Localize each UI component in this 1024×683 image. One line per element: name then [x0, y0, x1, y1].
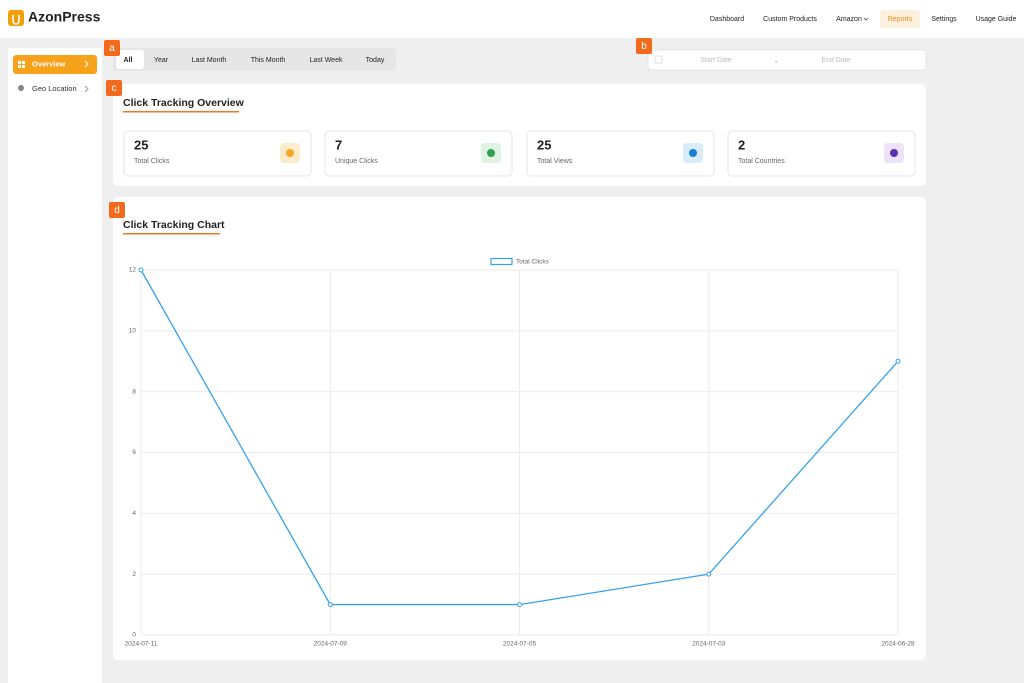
stat-label: Total Countries — [738, 158, 785, 165]
badge-label: a — [109, 43, 115, 54]
stat-card — [727, 130, 916, 177]
badge — [109, 202, 125, 218]
overview-card — [113, 84, 926, 186]
section-title: Click Tracking Overview — [123, 97, 245, 109]
y-tick-label: 4 — [132, 510, 136, 517]
nav-active-bg — [880, 10, 920, 28]
y-tick-label: 12 — [129, 267, 137, 274]
x-tick-label: 2024-07-11 — [125, 641, 158, 648]
y-tick-label: 10 — [129, 328, 137, 335]
icon — [22, 61, 25, 64]
tabs: All Year Last Month This Month Last Week Toda… — [124, 57, 385, 64]
end-date[interactable]: End Date — [821, 57, 850, 64]
calendar-icon — [654, 55, 663, 64]
date-separator: - — [775, 59, 778, 66]
sidebar-active — [13, 55, 97, 74]
x-tick-label: 2024-07-03 — [692, 641, 726, 648]
sidebar — [8, 48, 102, 683]
y-tick-label: 0 — [132, 632, 136, 639]
stat-value: 25 — [537, 137, 551, 152]
chart: 0 2 4 6 8 10 12 2024-07-11 2024-07-09 2024-07-05 2… — [125, 257, 915, 648]
tab-bar — [113, 48, 396, 71]
stat-value: 7 — [335, 137, 342, 152]
nav-link[interactable]: Custom Products — [763, 16, 817, 23]
y-tick-label: 8 — [132, 388, 136, 395]
logo-glyph — [12, 15, 20, 25]
nav-link[interactable]: Settings — [931, 16, 957, 23]
icon — [22, 65, 25, 68]
legend-swatch — [490, 257, 513, 266]
badge-label: d — [114, 205, 120, 216]
legend-label: Total Clicks — [516, 259, 550, 266]
stat-label: Total Views — [537, 158, 573, 165]
stat-icon — [487, 149, 495, 157]
stat-label: Total Clicks — [134, 158, 170, 165]
badge — [104, 40, 120, 56]
x-tick-label: 2024-06-28 — [881, 641, 915, 648]
icon — [18, 65, 21, 68]
tab[interactable]: Last Week — [310, 57, 343, 64]
stat-value: 25 — [134, 137, 148, 152]
nav-link[interactable]: Reports — [888, 16, 913, 23]
stats: 25 Total Clicks 7 Unique Clicks 25 Total View… — [123, 130, 916, 177]
sidebar-item[interactable]: Geo Location — [32, 84, 77, 93]
chevron — [84, 60, 89, 68]
title-underline — [123, 111, 239, 113]
y-tick-label: 2 — [132, 571, 136, 578]
nav-link[interactable]: Dashboard — [710, 16, 744, 23]
nav: Dashboard Custom Products Amazon Reports Set… — [710, 16, 1017, 23]
point — [706, 571, 712, 577]
header — [0, 0, 1024, 38]
title-underline — [123, 233, 220, 235]
date-range[interactable] — [647, 49, 927, 71]
tab[interactable]: This Month — [251, 57, 286, 64]
stat-card — [324, 130, 513, 177]
stat-icon — [286, 149, 294, 157]
badge-label: b — [641, 41, 647, 52]
nav-link[interactable]: Amazon — [836, 16, 862, 23]
logo-icon — [8, 10, 24, 26]
chart-title: Click Tracking Chart — [123, 219, 225, 231]
pin-icon — [18, 85, 24, 91]
badge — [636, 38, 652, 54]
logo-text: AzonPress — [28, 9, 101, 25]
start-date[interactable]: Start Date — [700, 57, 732, 64]
chevron — [84, 85, 89, 93]
sidebar-item[interactable]: Overview — [32, 59, 66, 68]
badge — [106, 80, 122, 96]
x-tick-label: 2024-07-05 — [503, 641, 537, 648]
tab[interactable]: Year — [154, 57, 169, 64]
x-tick-label: 2024-07-09 — [314, 641, 348, 648]
icon — [18, 61, 21, 64]
point — [327, 602, 333, 608]
badge-label: c — [112, 83, 117, 94]
point — [895, 358, 901, 364]
tab[interactable]: Today — [366, 57, 385, 64]
nav-link[interactable]: Usage Guide — [976, 16, 1017, 23]
point — [517, 602, 522, 608]
stat-value: 2 — [738, 137, 745, 152]
tab[interactable]: All — [124, 57, 133, 64]
dropdown-chevron — [863, 17, 869, 21]
stat-card — [123, 130, 312, 177]
stat-card — [526, 130, 715, 177]
y-tick-label: 6 — [132, 449, 136, 456]
stat-label: Unique Clicks — [335, 158, 378, 165]
tab-active-bg — [116, 50, 144, 69]
tab[interactable]: Last Month — [192, 57, 227, 64]
badges: a b c d — [104, 38, 652, 218]
stat-icon — [689, 149, 697, 157]
point — [138, 267, 144, 273]
stat-icon — [890, 149, 898, 157]
